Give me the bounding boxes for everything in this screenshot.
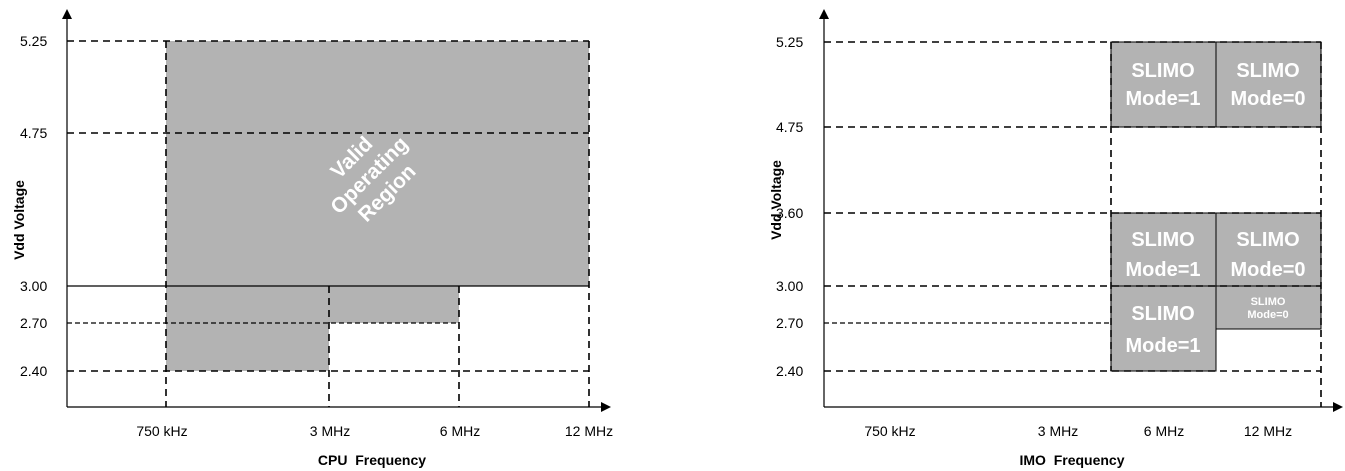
box-mid-mode0-line1: SLIMO	[1236, 229, 1299, 251]
left-ytick-270: 2.70	[20, 315, 47, 331]
box-mid-mode1-line1: SLIMO	[1131, 229, 1194, 251]
box-top-mode0-line2: Mode=0	[1230, 88, 1305, 110]
right-box-mid-mode0	[1215, 212, 1322, 287]
left-x-axis-title: CPU Frequency	[318, 452, 426, 468]
box-low-mode0-line1: SLIMO	[1251, 296, 1286, 308]
right-xtick-6m: 6 MHz	[1144, 423, 1184, 439]
box-mid-mode1-line2: Mode=1	[1125, 259, 1200, 281]
right-box-low-mode1	[1110, 285, 1217, 372]
right-xtick-12m: 12 MHz	[1244, 423, 1292, 439]
right-ytick-300: 3.00	[776, 278, 803, 294]
right-box-low-mode0	[1215, 285, 1322, 330]
box-top-mode1-line1: SLIMO	[1131, 60, 1194, 82]
right-xtick-750k: 750 kHz	[864, 423, 915, 439]
right-ytick-475: 4.75	[776, 119, 803, 135]
right-box-top-mode1	[1110, 41, 1217, 128]
right-ytick-525: 5.25	[776, 34, 803, 50]
box-mid-mode0-line2: Mode=0	[1230, 259, 1305, 281]
left-xtick-6m: 6 MHz	[440, 423, 480, 439]
left-chart: 5.25 4.75 3.00 2.70 2.40 750 kHz 3 MHz 6…	[11, 9, 613, 468]
box-top-mode0-line1: SLIMO	[1236, 60, 1299, 82]
left-valid-region	[166, 41, 589, 371]
right-ytick-270: 2.70	[776, 315, 803, 331]
left-xtick-3m: 3 MHz	[310, 423, 350, 439]
right-x-axis-title: IMO Frequency	[1019, 452, 1124, 468]
left-ytick-300: 3.00	[20, 278, 47, 294]
box-low-mode0-line2: Mode=0	[1247, 309, 1288, 321]
left-ytick-525: 5.25	[20, 33, 47, 49]
right-chart: 5.25 4.75 3.60 3.00 2.70 2.40 750 kHz 3 …	[768, 9, 1343, 468]
right-y-axis-title: Vdd Voltage	[768, 160, 784, 240]
right-xtick-3m: 3 MHz	[1038, 423, 1078, 439]
left-xtick-12m: 12 MHz	[565, 423, 613, 439]
right-ytick-360: 3.60	[776, 205, 803, 221]
right-box-top-mode0	[1215, 41, 1322, 128]
box-top-mode1-line2: Mode=1	[1125, 88, 1200, 110]
right-ytick-240: 2.40	[776, 363, 803, 379]
box-low-mode1-line2: Mode=1	[1125, 335, 1200, 357]
left-xtick-750k: 750 kHz	[136, 423, 187, 439]
left-y-axis-title: Vdd Voltage	[11, 180, 27, 260]
left-ytick-240: 2.40	[20, 363, 47, 379]
box-low-mode1-line1: SLIMO	[1131, 303, 1194, 325]
left-ytick-475: 4.75	[20, 125, 47, 141]
